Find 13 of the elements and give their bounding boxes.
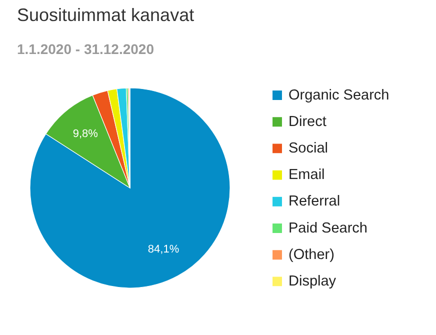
pie-slice	[30, 88, 230, 288]
legend-label: Organic Search	[288, 87, 390, 104]
legend-label: Direct	[288, 114, 326, 130]
chart-subtitle: 1.1.2020 - 31.12.2020	[17, 40, 154, 57]
legend-label: Display	[288, 273, 337, 290]
legend-label: Referral	[288, 194, 340, 210]
data-label: 84,1%	[148, 243, 180, 256]
legend-label: Social	[288, 140, 328, 156]
chart-title: Suosituimmat kanavat	[17, 4, 194, 25]
legend-label: (Other)	[288, 246, 334, 263]
data-label: 9,8%	[72, 128, 98, 140]
legend-label: Paid Search	[288, 220, 368, 236]
legend-label: Email	[288, 167, 325, 184]
